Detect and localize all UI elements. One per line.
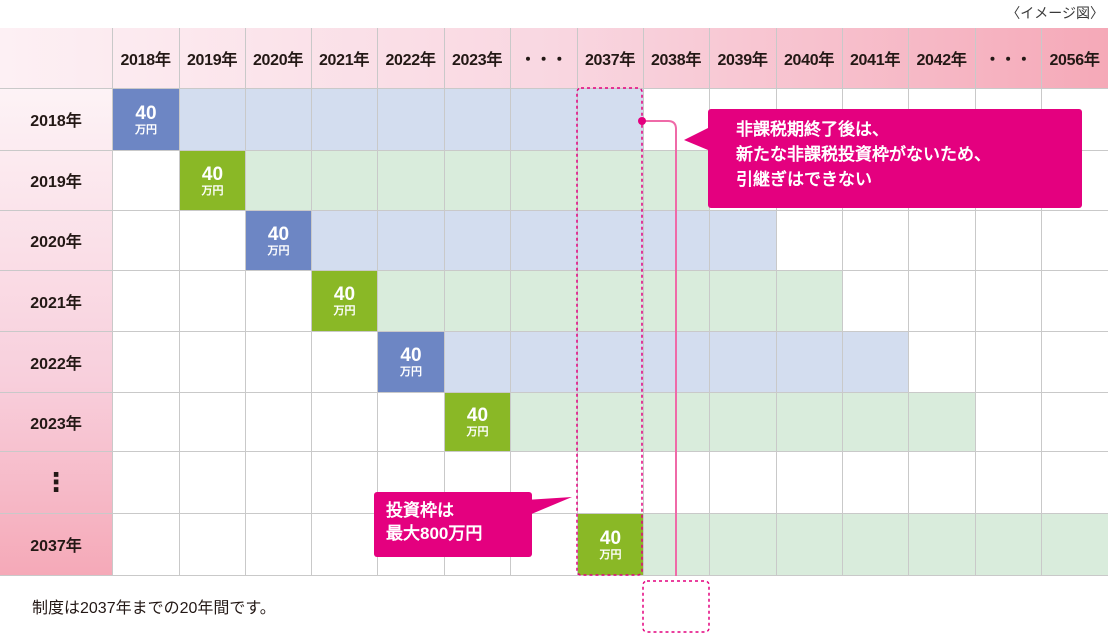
column-header: 2019年: [186, 52, 238, 69]
contribution-amount: 40: [466, 405, 489, 426]
contribution-block: 40 万円: [578, 514, 643, 575]
investment-cap-callout: 投資枠は 最大800万円: [374, 492, 532, 557]
contribution-block: 40 万円: [378, 332, 444, 392]
holding-period-bar: [445, 393, 975, 451]
callout-cap-line1: 投資枠は: [386, 501, 454, 520]
grid-col-line: [577, 28, 578, 575]
row-label: 2022年: [30, 355, 82, 373]
contribution-amount: 40: [333, 284, 356, 305]
column-header: 2020年: [252, 52, 304, 69]
grid-col-line: [842, 28, 843, 575]
grid-col-line: [776, 28, 777, 575]
row-label: 2021年: [30, 294, 82, 312]
callout-main-line3: 引継ぎはできない: [736, 170, 872, 189]
holding-period-bar: [246, 211, 776, 270]
grid-row-line: [0, 150, 1108, 151]
row-label: 2023年: [30, 415, 82, 433]
column-header: ・・・: [984, 52, 1032, 69]
grid-row-line: [0, 88, 1108, 89]
grid-col-line: [444, 28, 445, 575]
column-header: 2022年: [385, 52, 436, 69]
callout-main-pointer: [684, 128, 708, 150]
rollover-connector-line: [642, 120, 677, 576]
row-label: 2018年: [30, 113, 82, 130]
column-header: 2021年: [318, 52, 370, 69]
column-header: 2056年: [1049, 52, 1100, 69]
contribution-block: 40 万円: [113, 89, 179, 150]
grid-col-line: [709, 28, 710, 575]
contribution-unit: 万円: [599, 548, 622, 561]
grid-row-line: [0, 331, 1108, 332]
column-header: ・・・: [519, 52, 568, 69]
rollover-connector-dot: [638, 117, 646, 125]
holding-period-bar: [113, 89, 643, 150]
contribution-amount: 40: [135, 102, 157, 124]
contribution-unit: 万円: [267, 244, 290, 257]
contribution-unit: 万円: [333, 305, 356, 317]
grid-col-line: [112, 28, 113, 575]
contribution-amount: 40: [201, 163, 224, 185]
column-header: 2041年: [849, 52, 901, 69]
grid-row-line: [0, 392, 1108, 393]
contribution-unit: 万円: [135, 123, 157, 136]
grid-col-line: [510, 28, 511, 575]
grid-row-line: [0, 270, 1108, 271]
grid-col-line: [643, 28, 644, 575]
column-header: 2038年: [650, 52, 702, 69]
contribution-amount: 40: [267, 223, 290, 245]
contribution-block: 40 万円: [180, 151, 245, 210]
callout-main-line1: 非課税期終了後は、: [736, 120, 889, 139]
column-header: 2037年: [584, 52, 636, 69]
callout-main-line2: 新たな非課税投資枠がないため、: [736, 145, 991, 164]
grid-col-line: [311, 28, 312, 575]
row-label: 2037年: [30, 538, 82, 555]
column-header-background: [0, 28, 1108, 88]
contribution-unit: 万円: [201, 184, 224, 197]
grid-row-line: [0, 451, 1108, 452]
contribution-amount: 40: [400, 345, 422, 366]
contribution-block: 40 万円: [312, 271, 377, 331]
cap-dashed-frame: [576, 87, 643, 576]
grid-col-line: [908, 28, 909, 575]
image-note: 〈イメージ図〉: [1006, 5, 1104, 21]
contribution-unit: 万円: [466, 426, 489, 438]
holding-period-bar: [578, 514, 1108, 575]
row-label: 2020年: [30, 234, 82, 251]
column-header: 2039年: [717, 52, 768, 69]
callout-cap-line2: 最大800万円: [386, 524, 483, 543]
grid-col-line: [179, 28, 180, 575]
expired-slot-dashed-frame: [642, 580, 710, 633]
column-header: 2018年: [120, 52, 171, 69]
row-label: ⋮: [43, 466, 69, 497]
row-label: 2019年: [30, 174, 82, 191]
grid-row-line: [0, 210, 1108, 211]
no-rollover-callout: 非課税期終了後は、 新たな非課税投資枠がないため、 引継ぎはできない: [708, 109, 1082, 208]
grid-row-line: [0, 575, 1108, 576]
contribution-block: 40 万円: [246, 211, 311, 270]
grid-row-line: [0, 513, 1108, 514]
grid-col-line: [245, 28, 246, 575]
grid-col-line: [975, 28, 976, 575]
grid-col-line: [377, 28, 378, 575]
footer-note: 制度は2037年までの20年間です。: [32, 600, 276, 617]
contribution-block: 40 万円: [445, 393, 510, 451]
contribution-unit: 万円: [400, 366, 422, 378]
contribution-amount: 40: [599, 527, 622, 549]
grid-col-line: [1041, 28, 1042, 575]
column-header: 2042年: [916, 52, 967, 69]
column-header: 2040年: [783, 52, 835, 69]
column-header: 2023年: [451, 52, 503, 69]
